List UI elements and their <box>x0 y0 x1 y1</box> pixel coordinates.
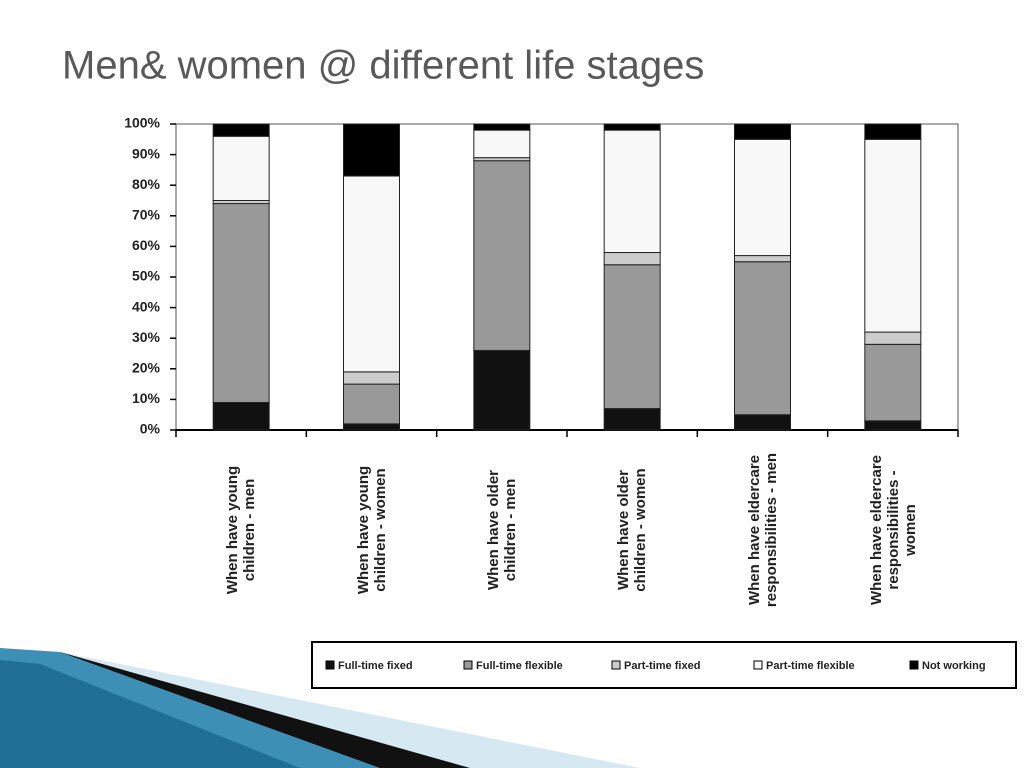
legend-swatch <box>611 660 621 670</box>
y-tick-label: 80% <box>132 176 161 192</box>
x-tick-label: When have older children - women <box>615 468 650 592</box>
legend-swatch <box>753 660 763 670</box>
bar-segment <box>734 414 791 431</box>
y-tick-label: 50% <box>132 268 161 284</box>
bar-segment <box>603 408 661 431</box>
legend-swatch <box>909 660 919 670</box>
bar-segment <box>603 264 661 410</box>
bar-segment <box>473 349 531 431</box>
bar-segment <box>603 252 661 266</box>
bar-segment <box>734 261 791 416</box>
bar-segment <box>473 123 531 131</box>
bar-segment <box>343 371 400 385</box>
legend-box <box>311 641 1017 689</box>
y-tick-label: 30% <box>132 329 161 345</box>
bar-segment <box>734 123 791 140</box>
y-tick-label: 10% <box>132 390 161 406</box>
bar-segment <box>734 138 791 257</box>
bar-segment <box>864 138 922 333</box>
bar-segment <box>343 383 400 425</box>
legend-label: Part-time flexible <box>766 660 855 672</box>
x-tick-label: When have young children - women <box>354 465 389 595</box>
x-tick-label: When have young children - men <box>224 465 259 595</box>
x-tick-label: When have eldercare responsibilities - w… <box>867 454 919 606</box>
legend-label: Full-time flexible <box>476 660 563 672</box>
chart-title: Men& women @ different life stages <box>62 44 704 88</box>
x-tick-label: When have eldercare responsibilities - m… <box>745 452 780 608</box>
legend-swatch <box>463 660 473 670</box>
y-tick-label: 70% <box>132 207 161 223</box>
bar-segment <box>343 423 400 431</box>
y-tick-label: 20% <box>132 360 161 376</box>
y-tick-label: 40% <box>132 298 161 314</box>
legend-label: Part-time fixed <box>624 660 700 672</box>
plot-frame <box>175 123 959 431</box>
y-tick-label: 90% <box>132 145 161 161</box>
decor-wedge <box>60 652 640 768</box>
decor-wedge <box>0 660 300 768</box>
bar-segment <box>603 123 661 131</box>
bar-segment <box>864 343 922 422</box>
bar-segment <box>343 175 400 373</box>
bar-segment <box>864 331 922 345</box>
legend-swatch <box>325 660 335 670</box>
bar-segment <box>473 129 531 159</box>
legend-label: Not working <box>922 660 986 672</box>
bar-segment <box>343 123 400 177</box>
decor-wedge <box>60 652 470 768</box>
bar-segment <box>212 401 270 431</box>
bar-segment <box>212 203 270 403</box>
bar-segment <box>212 135 270 202</box>
bar-segment <box>212 123 270 137</box>
bar-segment <box>864 123 922 140</box>
bar-segment <box>603 129 661 254</box>
y-tick-label: 100% <box>124 115 160 131</box>
bar-segment <box>734 255 791 263</box>
x-tick-label: When have older children - men <box>484 469 519 591</box>
bar-segment <box>864 420 922 431</box>
legend-label: Full-time fixed <box>338 660 413 672</box>
y-tick-label: 60% <box>132 237 161 253</box>
y-tick-label: 0% <box>140 421 161 437</box>
bar-segment <box>473 160 531 351</box>
